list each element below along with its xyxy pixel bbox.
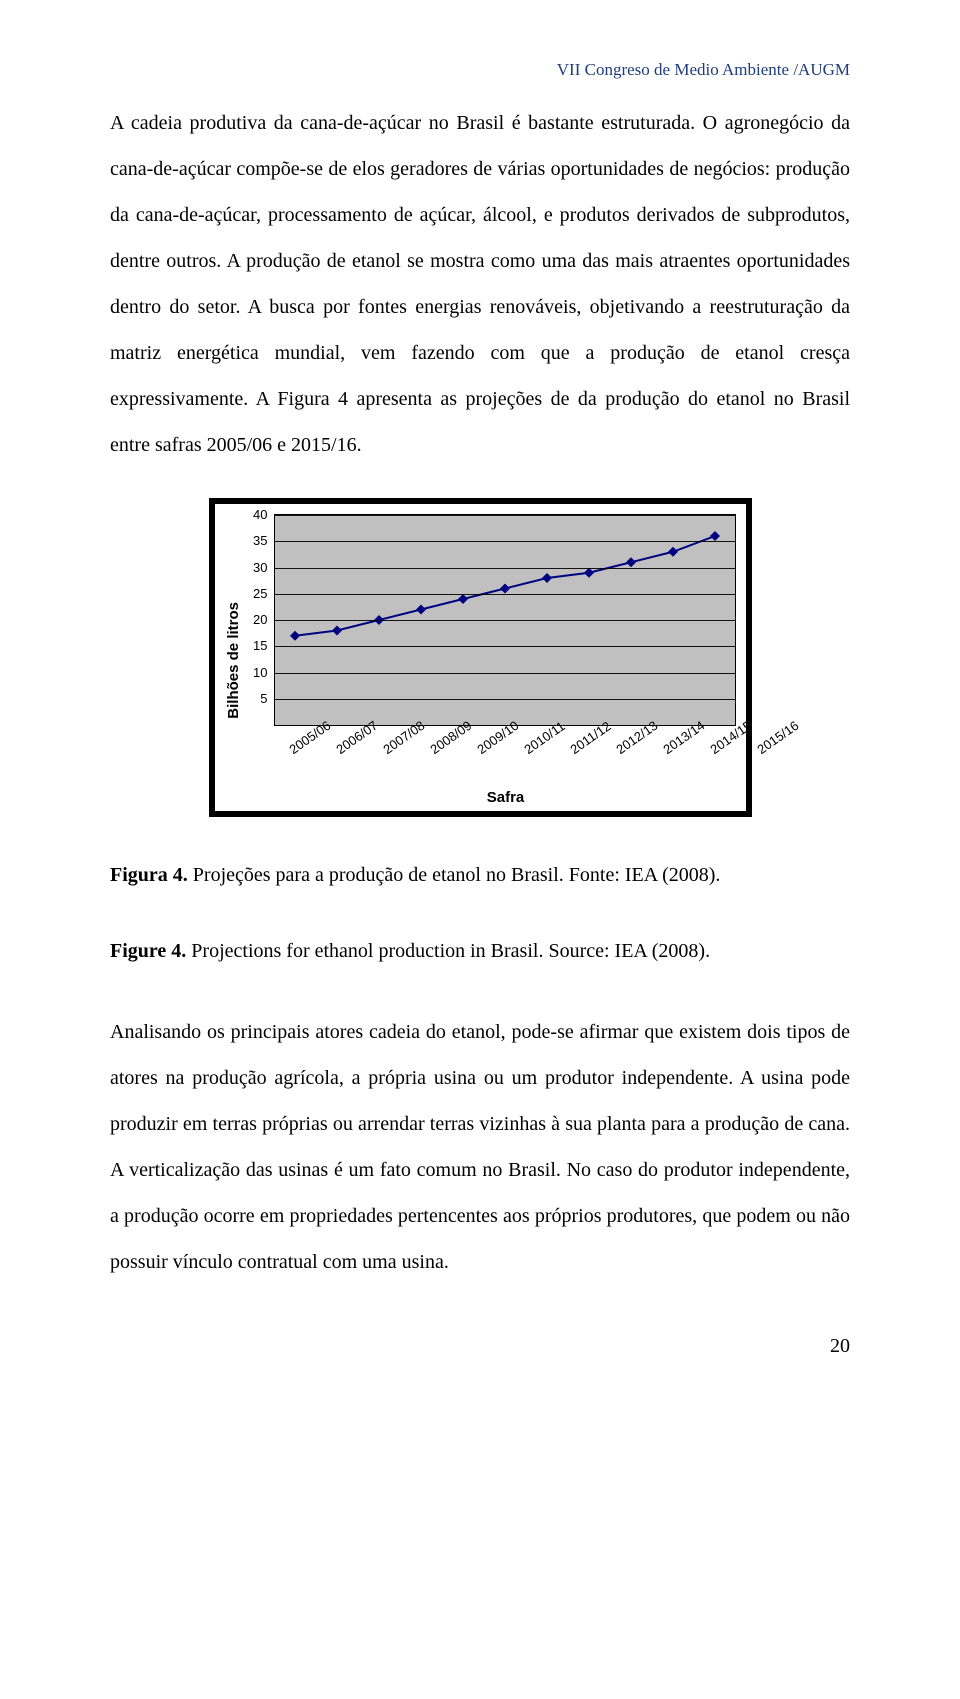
grid-line: [275, 541, 735, 542]
y-tick-label: 15: [253, 638, 267, 653]
grid-line: [275, 594, 735, 595]
grid-line: [275, 515, 735, 516]
y-axis-label: Bilhões de litros: [225, 602, 242, 719]
chart-marker: [584, 568, 594, 578]
chart-marker: [710, 531, 720, 541]
caption-text-en: Projections for ethanol production in Br…: [186, 940, 710, 962]
x-axis-ticks: 2005/062006/072007/082008/092009/102010/…: [276, 730, 736, 763]
paragraph-1: A cadeia produtiva da cana-de-açúcar no …: [110, 100, 850, 468]
chart-marker: [458, 594, 468, 604]
caption-text-pt: Projeções para a produção de etanol no B…: [188, 864, 721, 886]
chart-marker: [416, 605, 426, 615]
x-axis-label: Safra: [276, 789, 736, 806]
grid-line: [275, 646, 735, 647]
caption-label-pt: Figura 4.: [110, 864, 188, 886]
grid-line: [275, 699, 735, 700]
chart-column: 403530252015105 2005/062006/072007/08200…: [246, 514, 736, 806]
chart-marker: [668, 547, 678, 557]
document-page: VII Congreso de Medio Ambiente /AUGM A c…: [0, 0, 960, 1438]
grid-line: [275, 568, 735, 569]
y-axis-ticks: 403530252015105: [246, 514, 274, 724]
chart-marker: [500, 584, 510, 594]
chart-marker: [290, 631, 300, 641]
page-header: VII Congreso de Medio Ambiente /AUGM: [110, 60, 850, 80]
page-number: 20: [110, 1335, 850, 1358]
figure-4-wrapper: Bilhões de litros 40 35 30 25 20 15 10 5 2005/0…: [110, 498, 850, 817]
plot-row: 403530252015105: [246, 514, 736, 726]
y-tick-label: 10: [253, 665, 267, 680]
y-tick-label: 40: [253, 507, 267, 522]
chart-marker: [332, 626, 342, 636]
y-tick-label: 20: [253, 612, 267, 627]
y-tick-label: 30: [253, 560, 267, 575]
chart-frame: Bilhões de litros 40 35 30 25 20 15 10 5 2005/0…: [209, 498, 752, 817]
plot-area: [274, 514, 736, 726]
y-tick-label: 35: [253, 533, 267, 548]
figure-caption-pt: Figura 4. Projeções para a produção de e…: [110, 857, 850, 893]
chart-marker: [542, 573, 552, 583]
chart-marker: [626, 557, 636, 567]
x-tick-label: 2015/16: [744, 703, 801, 757]
grid-line: [275, 673, 735, 674]
figure-caption-en: Figure 4. Projections for ethanol produc…: [110, 933, 850, 969]
y-tick-label: 25: [253, 586, 267, 601]
grid-line: [275, 620, 735, 621]
y-tick-label: 5: [260, 691, 267, 706]
caption-label-en: Figure 4.: [110, 940, 186, 962]
paragraph-2: Analisando os principais atores cadeia d…: [110, 1009, 850, 1285]
